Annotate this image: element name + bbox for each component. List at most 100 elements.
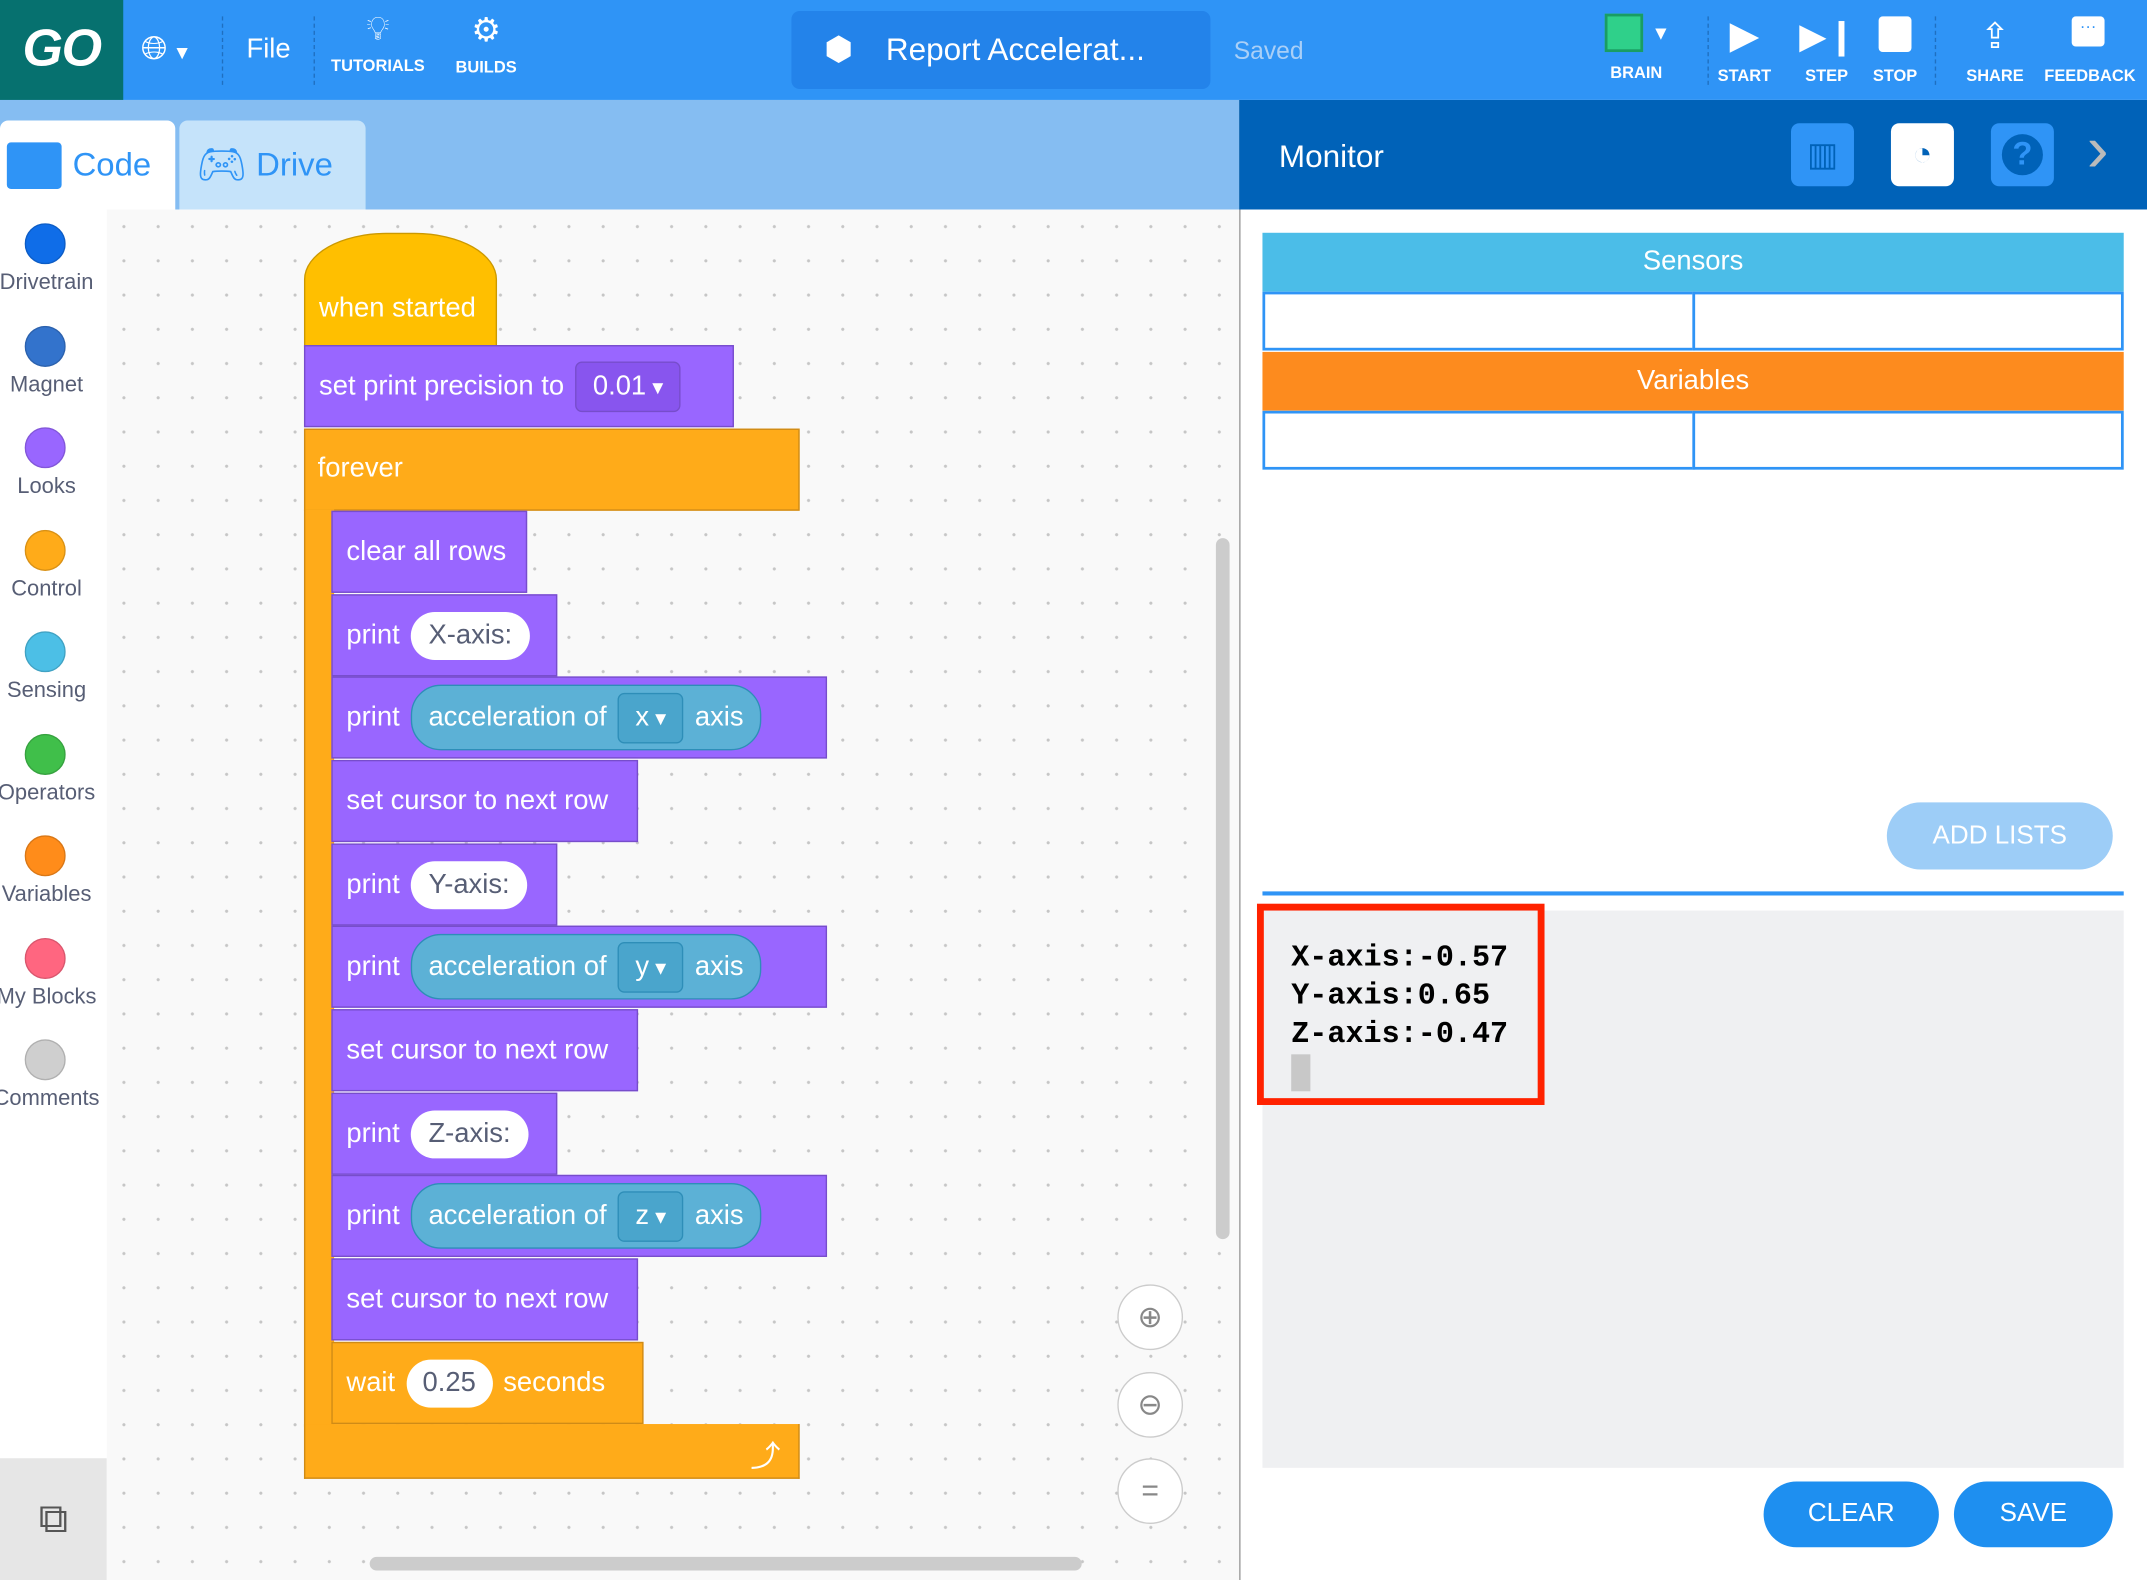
zoom-out-icon: ⊖ <box>1137 1387 1163 1422</box>
print-block[interactable]: print acceleration of xaxis <box>331 676 828 759</box>
print-block[interactable]: print Z-axis: <box>331 1092 558 1175</box>
category-label: Comments <box>0 1087 100 1111</box>
print-text-input[interactable]: X-axis: <box>410 611 530 660</box>
category-label: My Blocks <box>0 985 97 1009</box>
file-menu[interactable]: File <box>246 34 291 65</box>
axis-dropdown[interactable]: y <box>617 941 684 993</box>
acceleration-reporter[interactable]: acceleration of yaxis <box>410 933 762 1000</box>
project-title[interactable]: ⬢ Report Accelerat... <box>791 10 1211 90</box>
reporter-label: axis <box>694 701 744 732</box>
language-menu[interactable]: 🌐︎ ▼ <box>141 30 192 68</box>
category-color-icon <box>24 325 66 367</box>
clear-button[interactable]: CLEAR <box>1763 1481 1939 1548</box>
play-icon: ▶ <box>1729 13 1760 57</box>
block-label: seconds <box>503 1367 606 1398</box>
category-my-blocks[interactable]: My Blocks <box>0 937 107 1033</box>
extension-icon: ⧉ <box>38 1495 69 1542</box>
console-output: X-axis:-0.57 Y-axis:0.65 Z-axis:-0.47 <box>1291 939 1508 1092</box>
vertical-scrollbar[interactable] <box>1215 538 1230 1240</box>
clear-all-rows-block[interactable]: clear all rows <box>331 510 528 593</box>
category-color-icon <box>24 529 66 571</box>
stop-button[interactable]: STOP <box>1868 14 1923 85</box>
category-operators[interactable]: Operators <box>0 733 107 829</box>
wait-block[interactable]: wait 0.25 seconds <box>331 1341 644 1425</box>
block-label: print <box>346 950 400 982</box>
wait-seconds-input[interactable]: 0.25 <box>406 1358 493 1407</box>
zoom-reset-button[interactable]: = <box>1117 1458 1184 1524</box>
block-label: clear all rows <box>346 536 507 567</box>
forever-arm <box>303 509 335 1427</box>
when-started-block[interactable]: when started <box>303 232 498 348</box>
tab-drive[interactable]: 🎮︎ Drive <box>179 120 366 210</box>
category-label: Magnet <box>10 373 84 397</box>
globe-icon: 🌐︎ <box>141 30 168 68</box>
extensions-button[interactable]: ⧉ <box>0 1458 107 1580</box>
category-control[interactable]: Control <box>0 529 107 625</box>
horizontal-scrollbar[interactable] <box>369 1556 1082 1571</box>
share-button[interactable]: ⇪ SHARE <box>1962 14 2028 85</box>
category-comments[interactable]: Comments <box>0 1039 107 1135</box>
help-button[interactable]: ? <box>1990 123 2054 187</box>
hexagon-icon: ⬢ <box>824 31 853 69</box>
category-drivetrain[interactable]: Drivetrain <box>0 223 107 319</box>
project-title-text: Report Accelerat... <box>885 31 1145 68</box>
acceleration-reporter[interactable]: acceleration of xaxis <box>410 684 762 751</box>
console-cursor <box>1291 1054 1311 1092</box>
collapse-chevron-icon[interactable]: › <box>2086 113 2109 187</box>
block-label: wait <box>346 1367 396 1398</box>
start-button[interactable]: ▶ START <box>1717 14 1772 85</box>
monitor-title: Monitor <box>1278 138 1384 174</box>
forever-block[interactable] <box>303 428 800 511</box>
variable-cell <box>1262 410 1696 470</box>
block-label: print <box>346 1118 400 1149</box>
set-cursor-next-row-block[interactable]: set cursor to next row <box>331 1009 639 1092</box>
step-button[interactable]: ▶❙ STEP <box>1799 14 1856 85</box>
precision-dropdown[interactable]: 0.01 <box>575 360 682 412</box>
tab-code[interactable]: Code <box>0 120 176 210</box>
chevron-down-icon: ▼ <box>1651 21 1671 44</box>
feedback-button[interactable]: ··· FEEDBACK <box>2044 14 2136 85</box>
category-magnet[interactable]: Magnet <box>0 325 107 421</box>
zoom-out-button[interactable]: ⊖ <box>1117 1371 1184 1438</box>
feedback-icon: ··· <box>2071 16 2105 47</box>
divider <box>1262 891 2124 896</box>
brain-button[interactable]: ▼ BRAIN <box>1604 13 1695 82</box>
save-button[interactable]: SAVE <box>1953 1481 2113 1548</box>
print-text-input[interactable]: Z-axis: <box>410 1109 529 1158</box>
set-cursor-next-row-block[interactable]: set cursor to next row <box>331 1258 639 1341</box>
equals-icon: = <box>1141 1473 1159 1508</box>
builds-button[interactable]: ⚙︎ BUILDS <box>445 11 527 77</box>
logo: GO <box>0 0 124 100</box>
tutorials-button[interactable]: 💡︎ TUTORIALS <box>329 11 428 75</box>
tutorials-label: TUTORIALS <box>331 56 425 76</box>
add-lists-button[interactable]: ADD LISTS <box>1886 802 2113 870</box>
print-block[interactable]: print acceleration of yaxis <box>331 925 828 1008</box>
category-looks[interactable]: Looks <box>0 427 107 523</box>
axis-dropdown[interactable]: z <box>617 1190 684 1242</box>
zoom-in-button[interactable]: ⊕ <box>1117 1284 1184 1351</box>
category-color-icon <box>24 835 66 877</box>
print-block[interactable]: print acceleration of zaxis <box>331 1174 828 1257</box>
device-view-button[interactable]: ▥ <box>1790 123 1854 187</box>
category-sensing[interactable]: Sensing <box>0 631 107 727</box>
gamepad-icon: 🎮︎ <box>195 142 248 188</box>
category-label: Variables <box>1 883 92 907</box>
print-block[interactable]: print Y-axis: <box>331 843 558 926</box>
set-print-precision-block[interactable]: set print precision to 0.01 <box>303 345 734 428</box>
print-text-input[interactable]: Y-axis: <box>410 860 528 909</box>
stop-label: STOP <box>1872 65 1918 85</box>
axis-dropdown[interactable]: x <box>617 692 684 743</box>
monitor-view-button[interactable]: ◔ <box>1890 123 1954 187</box>
category-color-icon <box>24 427 66 469</box>
set-cursor-next-row-block[interactable]: set cursor to next row <box>331 759 639 843</box>
category-variables[interactable]: Variables <box>0 835 107 931</box>
tab-drive-label: Drive <box>256 145 333 183</box>
when-started-label: when started <box>319 293 476 324</box>
feedback-label: FEEDBACK <box>2044 65 2136 85</box>
reporter-label: acceleration of <box>428 701 607 732</box>
divider <box>221 16 224 85</box>
help-icon: ? <box>2001 134 2043 176</box>
block-label: print <box>346 619 400 650</box>
acceleration-reporter[interactable]: acceleration of zaxis <box>410 1183 762 1249</box>
print-block[interactable]: print X-axis: <box>331 594 558 677</box>
